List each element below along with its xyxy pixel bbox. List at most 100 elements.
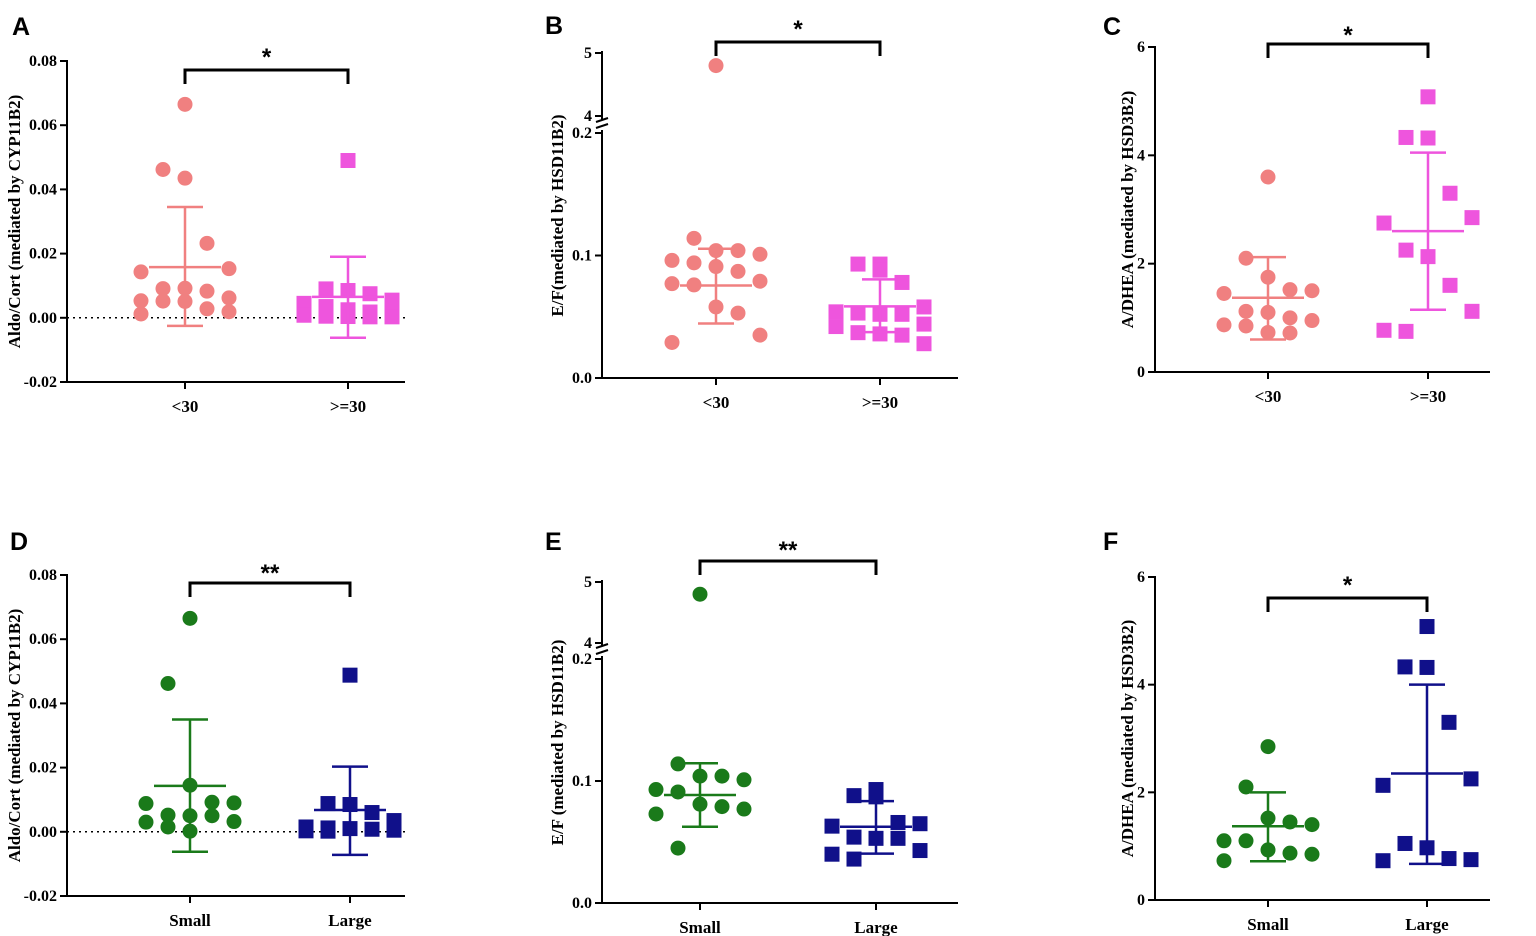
- data-point: [872, 262, 888, 278]
- data-point: [226, 795, 242, 811]
- y-tick-label: 0.06: [29, 631, 57, 648]
- data-point: [850, 305, 866, 321]
- data-point: [318, 281, 334, 297]
- y-tick-label: 0.04: [29, 695, 57, 712]
- data-point: [828, 304, 844, 320]
- x-category-label: >=30: [862, 393, 898, 412]
- data-point: [1441, 851, 1457, 867]
- data-point: [1282, 282, 1298, 298]
- data-point: [1375, 777, 1391, 793]
- data-point: [752, 327, 768, 343]
- significance-marker: **: [779, 537, 798, 564]
- chart-panel-d: D -0.02 0.00 0.02 0.04 0.06 0.08 Aldo/Cort (med…: [5, 528, 405, 930]
- y-axis-label: Aldo/Cort (mediated by CYP11B2): [5, 609, 24, 863]
- data-point: [362, 286, 378, 302]
- significance-marker: *: [262, 44, 272, 71]
- data-point: [226, 814, 242, 830]
- data-point: [916, 336, 932, 352]
- data-point: [1216, 285, 1232, 301]
- x-category-label: Large: [1405, 915, 1449, 934]
- data-point: [1464, 210, 1480, 226]
- x-category-label: Small: [1247, 915, 1289, 934]
- data-point: [1463, 771, 1479, 787]
- data-point: [1420, 130, 1436, 146]
- data-point: [155, 281, 171, 297]
- data-point: [736, 801, 752, 817]
- data-point: [221, 261, 237, 277]
- chart-panel-a: A -0.02 0.00 0.02 0.04 0.06 0.08 Aldo/Cort (med…: [5, 13, 405, 416]
- data-point: [664, 276, 680, 292]
- data-point: [320, 796, 336, 812]
- y-axis-label: E/F (mediated by HSD11B2): [548, 640, 567, 846]
- significance-marker: *: [1343, 572, 1353, 599]
- y-tick-label: 4: [1137, 147, 1145, 164]
- data-point: [155, 161, 171, 177]
- significance-marker: *: [793, 16, 803, 43]
- axis-break-mark: [595, 649, 609, 655]
- y-tick-label: 0.08: [29, 53, 57, 70]
- chart-panel-c: C 0 2 4 6 A/DHEA (mediated by HSD3B2) <30 >=30 *: [1103, 13, 1490, 406]
- data-point: [1216, 833, 1232, 849]
- data-point: [318, 308, 334, 324]
- data-point: [894, 327, 910, 343]
- axis-break-mark: [595, 123, 609, 129]
- data-point: [221, 290, 237, 306]
- data-point: [916, 316, 932, 332]
- data-point: [1238, 250, 1254, 266]
- data-point: [1304, 283, 1320, 299]
- significance-marker: *: [1343, 22, 1353, 49]
- data-point: [1282, 325, 1298, 341]
- data-point: [1376, 215, 1392, 231]
- data-point: [894, 306, 910, 322]
- x-category-label: <30: [1255, 387, 1282, 406]
- data-point: [1442, 277, 1458, 293]
- data-point: [1304, 313, 1320, 329]
- y-tick-label: 6: [1137, 39, 1145, 56]
- panel-letter: F: [1103, 528, 1118, 556]
- significance-marker: **: [261, 560, 280, 587]
- y-tick-label: 0: [1137, 892, 1145, 909]
- panel-letter: B: [545, 12, 563, 40]
- data-point: [752, 246, 768, 262]
- data-point: [177, 96, 193, 112]
- data-point: [320, 823, 336, 839]
- y-tick-label: 0.2: [572, 651, 592, 668]
- panel-letter: A: [12, 13, 30, 41]
- data-point: [1398, 129, 1414, 145]
- data-point: [1238, 833, 1254, 849]
- significance-bracket: [1266, 42, 1430, 58]
- data-point: [1397, 659, 1413, 675]
- data-point: [730, 243, 746, 259]
- data-point: [1304, 817, 1320, 833]
- y-tick-label: 0.04: [29, 181, 57, 198]
- data-point: [692, 586, 708, 602]
- y-tick-label: 4: [584, 108, 592, 125]
- data-point: [133, 293, 149, 309]
- data-point: [1238, 303, 1254, 319]
- y-axis-label: A/DHEA (mediated by HSD3B2): [1118, 620, 1137, 858]
- significance-bracket: [714, 40, 882, 56]
- x-category-label: >=30: [330, 397, 366, 416]
- data-point: [1419, 659, 1435, 675]
- axis-break-mark: [595, 117, 609, 123]
- y-tick-label: 0.0: [572, 895, 592, 912]
- data-point: [296, 307, 312, 323]
- data-point: [736, 772, 752, 788]
- data-point: [1375, 853, 1391, 869]
- data-point: [752, 273, 768, 289]
- y-tick-label: 0: [1137, 364, 1145, 381]
- data-point: [1398, 242, 1414, 258]
- x-category-label: <30: [703, 393, 730, 412]
- data-point: [364, 805, 380, 821]
- y-tick-label: 2: [1137, 784, 1145, 801]
- data-point: [1260, 169, 1276, 185]
- data-point: [340, 153, 356, 169]
- data-point: [1260, 739, 1276, 755]
- data-point: [670, 784, 686, 800]
- y-tick-label: 4: [584, 635, 592, 652]
- y-tick-label: 0.2: [572, 125, 592, 142]
- data-point: [177, 170, 193, 186]
- data-point: [155, 293, 171, 309]
- data-point: [1282, 310, 1298, 326]
